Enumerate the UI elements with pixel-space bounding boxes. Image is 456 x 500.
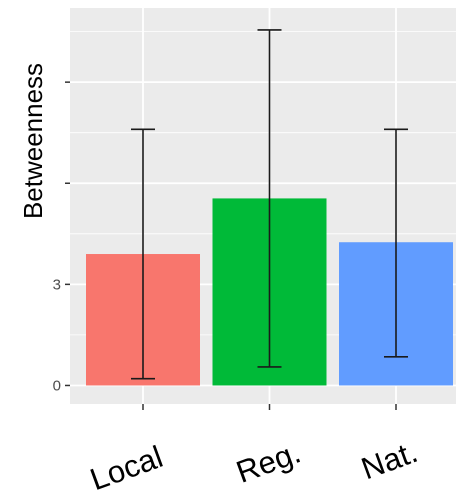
x-tick-label-nat: Nat.	[357, 434, 422, 486]
y-axis: 03	[53, 81, 70, 394]
error-bars	[131, 29, 408, 380]
x-tick-label-local: Local	[86, 439, 168, 497]
y-tick-label: 0	[53, 377, 61, 394]
x-tick-label-reg: Reg.	[232, 434, 306, 489]
y-axis-title: Betweenness	[18, 63, 48, 219]
x-axis: Local Reg. Nat.	[86, 404, 422, 497]
y-tick-label: 3	[53, 276, 61, 293]
